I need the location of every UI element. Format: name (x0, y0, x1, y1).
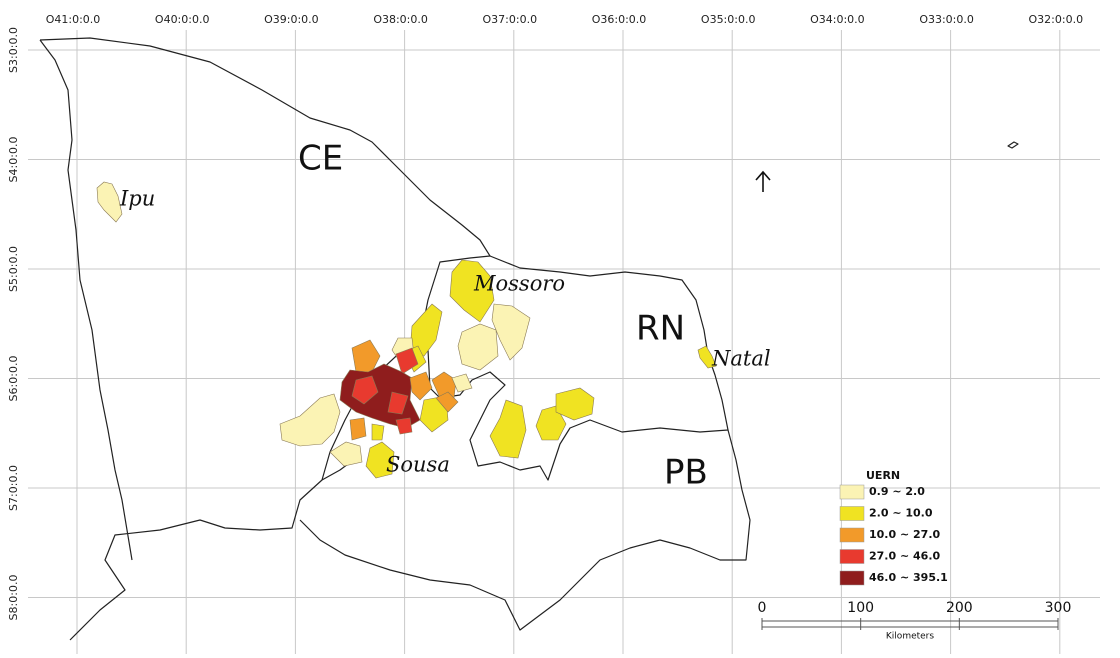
legend-swatch (839, 570, 865, 586)
latitude-label: S3:0:0.0 (7, 27, 20, 73)
longitude-label: O40:0:0.0 (155, 13, 210, 26)
scale-unit: Kilometers (886, 632, 934, 642)
scale-label: 200 (946, 600, 973, 616)
longitude-label: O37:0:0.0 (483, 13, 538, 26)
latitude-label: S8:0:0.0 (7, 575, 20, 621)
legend-label: 46.0 ~ 395.1 (869, 571, 948, 584)
north-arrow (755, 170, 771, 192)
municipality (351, 339, 381, 373)
longitude-label: O39:0:0.0 (264, 13, 319, 26)
legend: UERN 0.9 ~ 2.0 2.0 ~ 10.0 10.0 ~ 27.0 27.0 … (839, 469, 948, 586)
municipality (395, 347, 419, 375)
municipality (279, 393, 341, 447)
municipality (329, 441, 363, 467)
municipality (371, 423, 385, 441)
municipality (365, 441, 395, 479)
longitude-label: O36:0:0.0 (592, 13, 647, 26)
legend-swatch (839, 527, 865, 543)
city-label: Sousa (386, 453, 450, 477)
municipality (351, 375, 379, 405)
rn-outline (427, 255, 729, 481)
municipality (555, 387, 595, 421)
latitude-label: S5:0:0.0 (7, 246, 20, 292)
municipality (697, 345, 717, 369)
legend-swatch (839, 506, 865, 521)
longitude-label: O34:0:0.0 (810, 13, 865, 26)
municipality (457, 323, 499, 371)
longitude-label: O38:0:0.0 (373, 13, 428, 26)
municipality (409, 371, 433, 401)
island (1007, 141, 1019, 149)
scale-label: 100 (847, 600, 874, 616)
city-label: Ipu (119, 187, 155, 211)
state-label: RN (636, 309, 685, 349)
municipality (395, 417, 413, 435)
legend-label: 27.0 ~ 46.0 (869, 550, 941, 563)
city-label: Natal (711, 347, 771, 371)
scale-label: 0 (758, 600, 767, 616)
legend-swatch (839, 549, 865, 564)
scale-bar-rect (761, 620, 1059, 628)
municipality (435, 391, 459, 413)
legend-label: 10.0 ~ 27.0 (869, 528, 941, 541)
state-label: PB (664, 453, 708, 493)
latitude-label: S7:0:0.0 (7, 465, 20, 511)
city-label: Mossoro (473, 272, 565, 296)
legend-swatch (839, 484, 865, 500)
scale-bar: Kilometers 0 100 200 300 (758, 600, 1072, 642)
longitude-label: O33:0:0.0 (919, 13, 974, 26)
legend-label: 2.0 ~ 10.0 (869, 507, 933, 520)
municipality (451, 373, 473, 393)
municipality (431, 371, 457, 399)
latitude-label: S4:0:0.0 (7, 137, 20, 183)
municipality (489, 399, 527, 459)
municipality (387, 391, 409, 415)
longitude-label: O32:0:0.0 (1029, 13, 1084, 26)
municipality (349, 417, 367, 441)
longitude-label: O35:0:0.0 (701, 13, 756, 26)
municipality (449, 259, 495, 323)
municipality (409, 303, 443, 357)
municipalities (96, 181, 717, 479)
legend-title: UERN (866, 469, 900, 482)
latitude-label: S6:0:0.0 (7, 356, 20, 402)
scale-label: 300 (1045, 600, 1072, 616)
state-label: CE (298, 139, 343, 179)
municipality (491, 303, 531, 361)
municipality (96, 181, 123, 223)
longitude-label: O41:0:0.0 (46, 13, 101, 26)
legend-label: 0.9 ~ 2.0 (869, 485, 925, 498)
